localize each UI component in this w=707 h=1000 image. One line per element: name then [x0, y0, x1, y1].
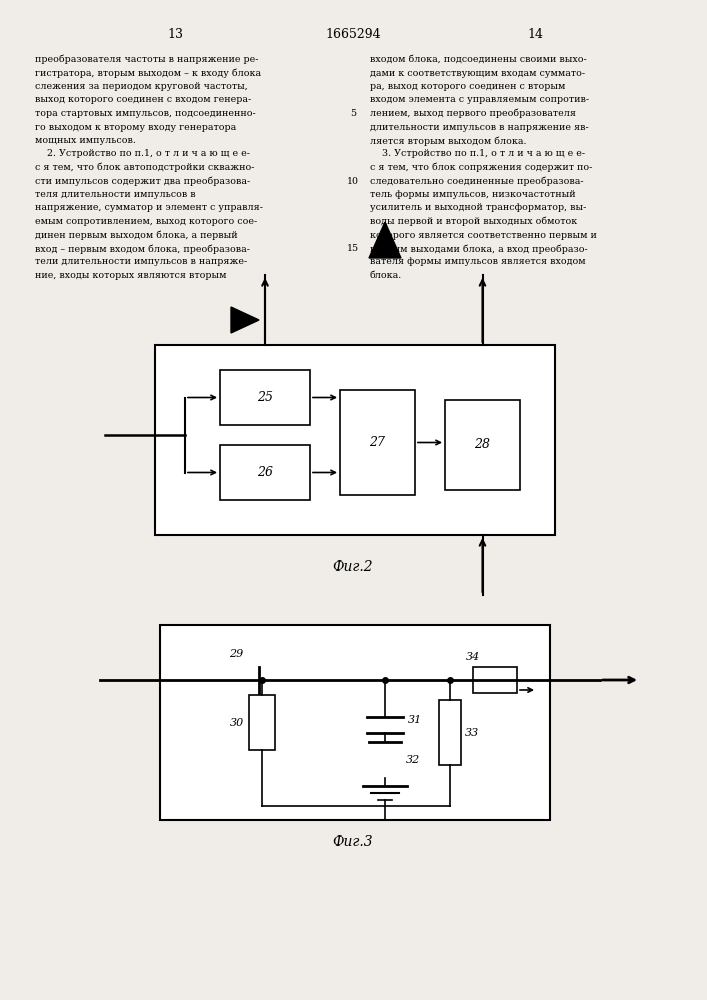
Text: Фиг.2: Фиг.2 [333, 560, 373, 574]
Text: с я тем, что блок автоподстройки скважно-: с я тем, что блок автоподстройки скважно… [35, 163, 255, 172]
Text: 14: 14 [527, 28, 543, 41]
Text: слежения за периодом круговой частоты,: слежения за периодом круговой частоты, [35, 82, 247, 91]
Text: 32: 32 [406, 755, 420, 765]
Text: воды первой и второй выходных обмоток: воды первой и второй выходных обмоток [370, 217, 577, 227]
Text: ляется вторым выходом блока.: ляется вторым выходом блока. [370, 136, 527, 145]
Text: сти импульсов содержит два преобразова-: сти импульсов содержит два преобразова- [35, 176, 250, 186]
Bar [155, 345, 555, 535]
Text: 29: 29 [229, 649, 243, 659]
Text: 5: 5 [350, 109, 356, 118]
Text: 28: 28 [474, 438, 491, 452]
Text: усилитель и выходной трансформатор, вы-: усилитель и выходной трансформатор, вы- [370, 204, 586, 213]
Text: 30: 30 [230, 718, 244, 728]
Text: преобразователя частоты в напряжение ре-: преобразователя частоты в напряжение ре- [35, 55, 259, 64]
Text: 13: 13 [167, 28, 183, 41]
Text: дами к соответствующим входам сумматo-: дами к соответствующим входам сумматo- [370, 68, 585, 78]
Text: 26: 26 [257, 466, 273, 479]
Text: вторым выходами блока, а вход преобразо-: вторым выходами блока, а вход преобразо- [370, 244, 588, 253]
Text: вход – первым входом блока, преобразова-: вход – первым входом блока, преобразова- [35, 244, 250, 253]
Text: тора стартовых импульсов, подсоединенно-: тора стартовых импульсов, подсоединенно- [35, 109, 256, 118]
Text: 31: 31 [408, 715, 422, 725]
Text: напряжение, сумматор и элемент с управля-: напряжение, сумматор и элемент с управля… [35, 204, 263, 213]
Text: входом элемента с управляемым сопротив-: входом элемента с управляемым сопротив- [370, 96, 589, 104]
Text: вателя формы импульсов является входом: вателя формы импульсов является входом [370, 257, 585, 266]
Text: 25: 25 [257, 391, 273, 404]
Polygon shape [231, 307, 259, 333]
Text: динен первым выходом блока, а первый: динен первым выходом блока, а первый [35, 231, 238, 240]
Text: 2. Устройство по п.1, о т л и ч а ю щ е е-: 2. Устройство по п.1, о т л и ч а ю щ е … [35, 149, 250, 158]
Text: емым сопротивлением, выход которого сое-: емым сопротивлением, выход которого сое- [35, 217, 257, 226]
Bar [160, 625, 550, 820]
Bar [439, 700, 461, 765]
Text: 1665294: 1665294 [325, 28, 381, 41]
Text: 3. Устройство по п.1, о т л и ч а ю щ е е-: 3. Устройство по п.1, о т л и ч а ю щ е … [370, 149, 585, 158]
Text: которого является соответственно первым и: которого является соответственно первым … [370, 231, 597, 239]
Bar [340, 390, 415, 495]
Text: выход которого соединен с входом генера-: выход которого соединен с входом генера- [35, 96, 251, 104]
Text: с я тем, что блок сопряжения содержит по-: с я тем, что блок сопряжения содержит по… [370, 163, 592, 172]
Text: следовательно соединенные преобразова-: следовательно соединенные преобразова- [370, 176, 583, 186]
Text: 10: 10 [347, 176, 359, 186]
Text: блока.: блока. [370, 271, 402, 280]
Text: длительности импульсов в напряжение яв-: длительности импульсов в напряжение яв- [370, 122, 589, 131]
Text: входом блока, подсоединены своими выхо-: входом блока, подсоединены своими выхо- [370, 55, 587, 64]
Bar [473, 667, 517, 693]
Text: 15: 15 [347, 244, 359, 253]
Bar [249, 695, 275, 750]
Text: 34: 34 [466, 652, 480, 662]
Text: го выходом к второму входу генератора: го выходом к второму входу генератора [35, 122, 236, 131]
Text: ра, выход которого соединен с вторым: ра, выход которого соединен с вторым [370, 82, 566, 91]
Text: теля длительности импульсов в: теля длительности импульсов в [35, 190, 196, 199]
Bar [220, 445, 310, 500]
Text: тели длительности импульсов в напряже-: тели длительности импульсов в напряже- [35, 257, 247, 266]
Text: гистратора, вторым выходом – к входу блока: гистратора, вторым выходом – к входу бло… [35, 68, 261, 78]
Text: 27: 27 [370, 436, 385, 449]
Text: тель формы импульсов, низкочастотный: тель формы импульсов, низкочастотный [370, 190, 575, 199]
Bar [220, 370, 310, 425]
Text: 33: 33 [465, 728, 479, 738]
Text: мощных импульсов.: мощных импульсов. [35, 136, 136, 145]
Text: ние, входы которых являются вторым: ние, входы которых являются вторым [35, 271, 226, 280]
Polygon shape [369, 222, 401, 258]
Text: Фиг.3: Фиг.3 [333, 835, 373, 849]
Bar [445, 400, 520, 490]
Text: лением, выход первого преобразователя: лением, выход первого преобразователя [370, 109, 576, 118]
